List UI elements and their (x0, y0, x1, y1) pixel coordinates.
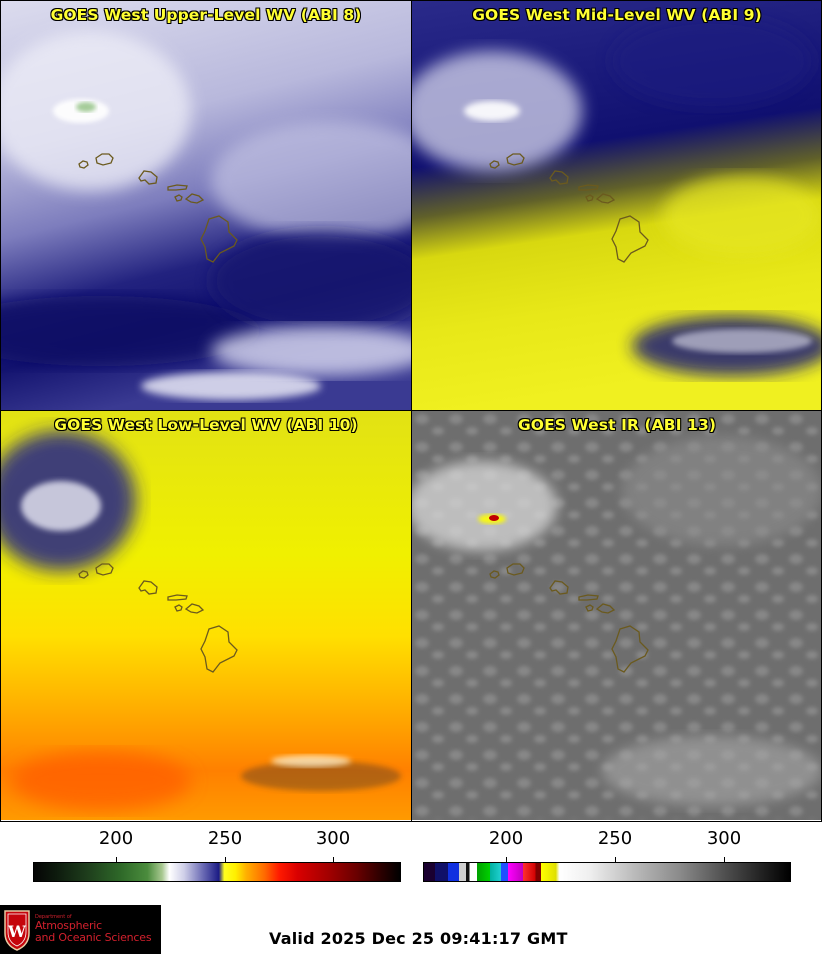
ir-title: GOES West IR (ABI 13) (517, 416, 717, 434)
colorbar-wv-tick (116, 857, 117, 862)
logo-dept-text: Department of (35, 914, 72, 920)
mid-level-wv-title: GOES West Mid-Level WV (ABI 9) (472, 6, 762, 24)
frame-vertical-divider (411, 0, 412, 822)
colorbar-wv-gradient (33, 862, 401, 882)
logo-name-line1: Atmospheric (35, 919, 102, 932)
colorbar-wv-tick-label: 200 (98, 828, 134, 849)
colorbar-ir-gradient (423, 862, 791, 882)
colorbar-ir-tick-label: 200 (488, 828, 524, 849)
colorbar-wv: 200 250 300 (0, 828, 411, 888)
colorbar-wv-tick-label: 250 (207, 828, 243, 849)
colorbar-ir-tick (615, 857, 616, 862)
ir-panel: GOES West IR (ABI 13) (412, 411, 822, 820)
aos-logo: W Department of Atmospheric and Oceanic … (0, 905, 161, 954)
colorbar-wv-tick-label: 300 (315, 828, 351, 849)
mid-level-wv-image (412, 1, 822, 410)
frame-horizontal-divider (0, 410, 822, 411)
upper-level-wv-image (1, 1, 411, 410)
colorbar-ir: 200 250 300 (0, 828, 822, 888)
mid-level-wv-panel: GOES West Mid-Level WV (ABI 9) (412, 1, 822, 410)
upper-level-wv-title: GOES West Upper-Level WV (ABI 8) (50, 6, 362, 24)
frame-left (0, 0, 1, 822)
colorbar-wv-tick (225, 857, 226, 862)
valid-time: Valid 2025 Dec 25 09:41:17 GMT (269, 929, 568, 948)
colorbar-ir-tick (724, 857, 725, 862)
colorbar-ir-tick (506, 857, 507, 862)
logo-name-text: Atmospheric and Oceanic Sciences (35, 919, 152, 944)
low-level-wv-title: GOES West Low-Level WV (ABI 10) (54, 416, 358, 434)
logo-name-line2: and Oceanic Sciences (35, 931, 152, 944)
uw-crest-icon: W (4, 910, 30, 951)
low-level-wv-image (1, 411, 411, 820)
low-level-wv-panel: GOES West Low-Level WV (ABI 10) (1, 411, 411, 820)
ir-image (412, 411, 822, 820)
colorbar-ir-tick-label: 300 (706, 828, 742, 849)
colorbar-wv-tick (333, 857, 334, 862)
uw-crest-letter: W (7, 922, 27, 941)
colorbar-ir-tick-label: 250 (597, 828, 633, 849)
upper-level-wv-panel: GOES West Upper-Level WV (ABI 8) (1, 1, 411, 410)
